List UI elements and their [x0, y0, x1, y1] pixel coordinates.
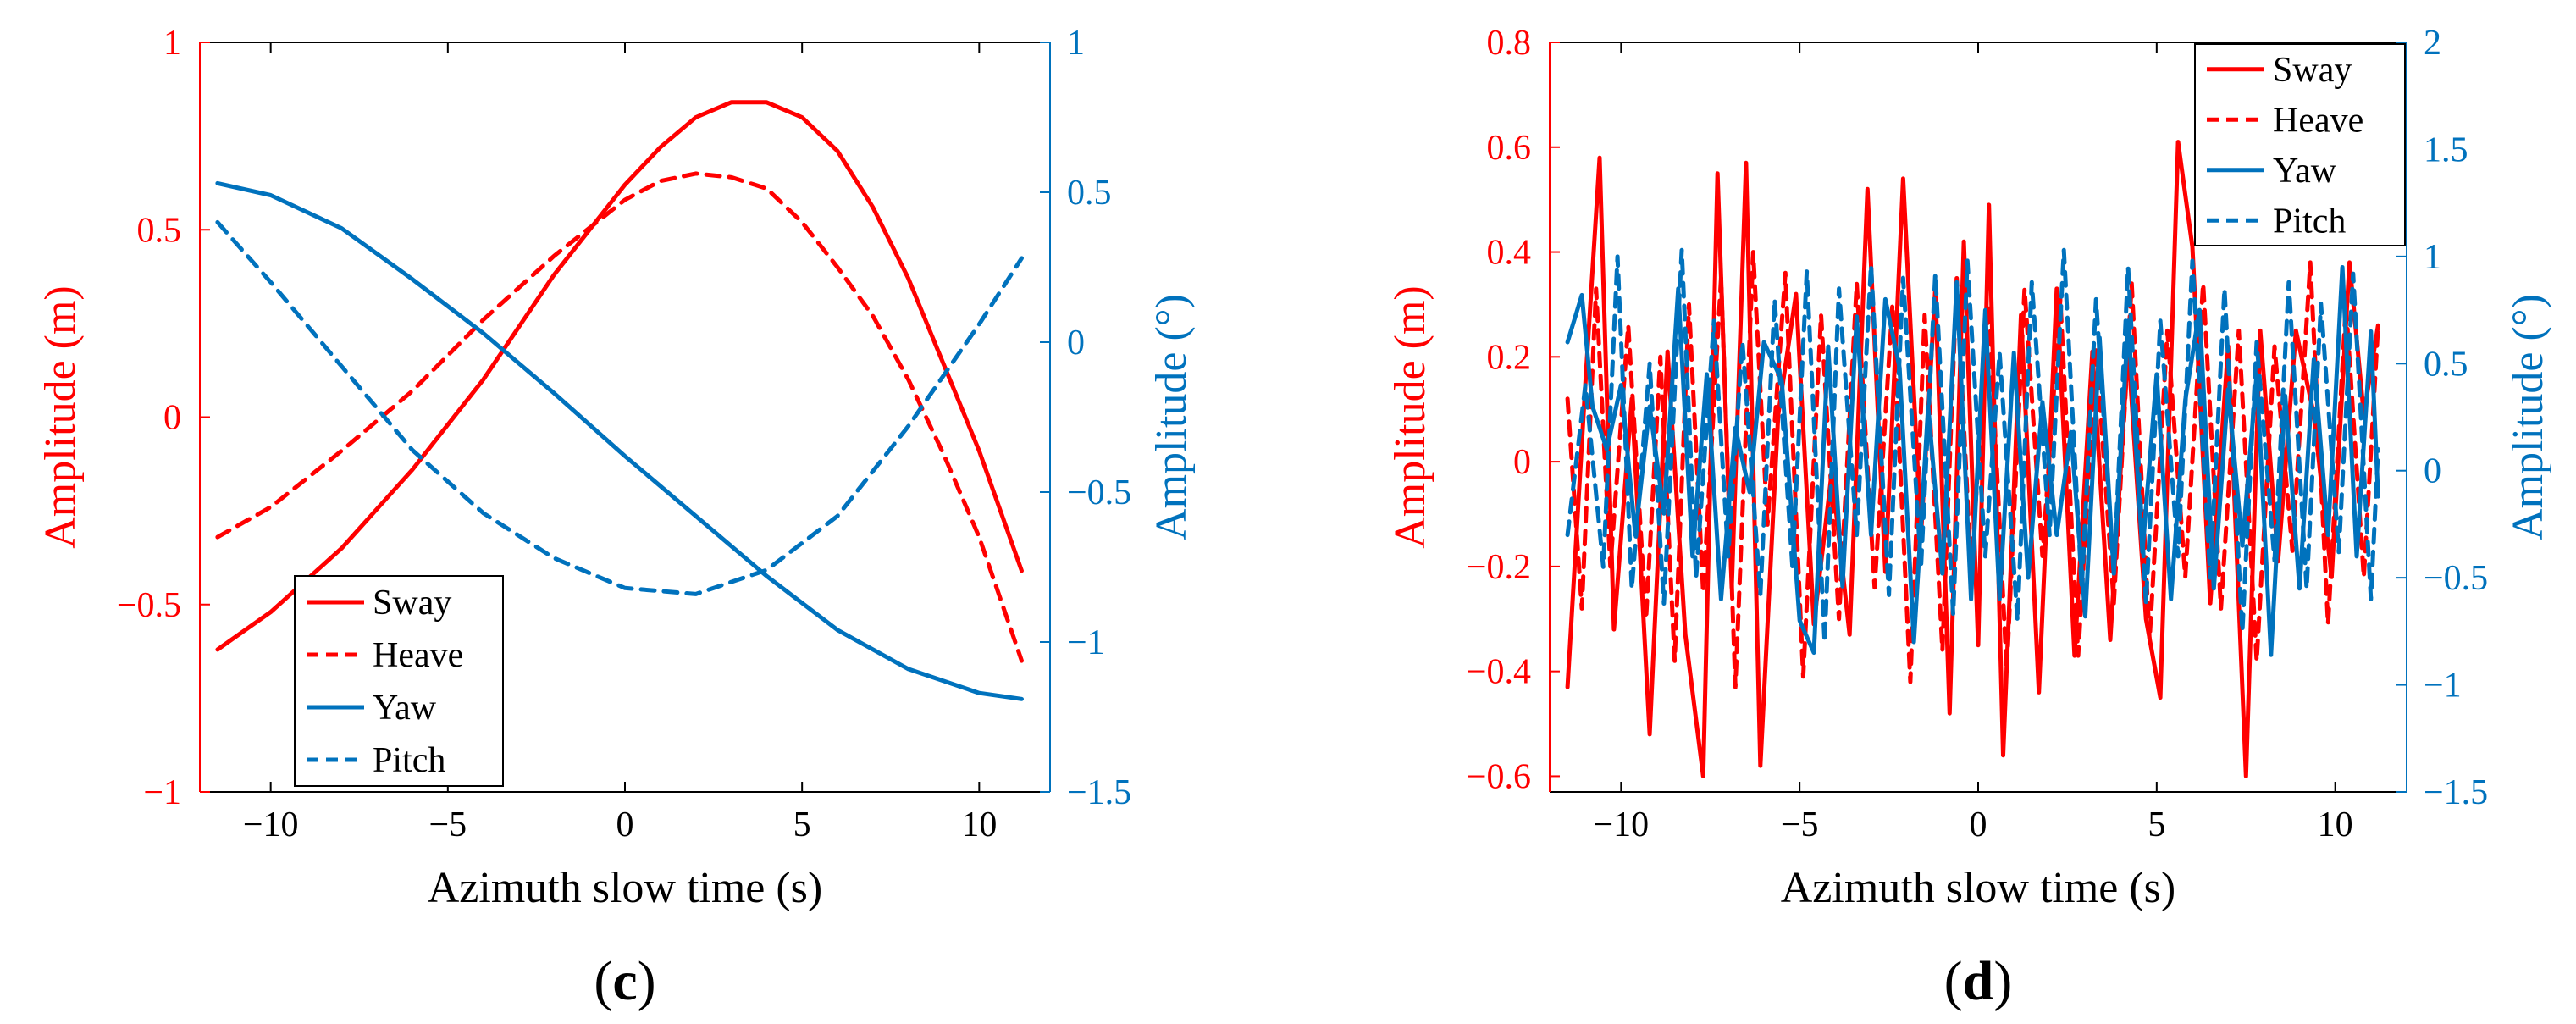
x-tick-label: −10	[243, 805, 299, 844]
y-left-tick-label: −1	[143, 773, 181, 812]
plot-area	[1565, 140, 2380, 778]
legend-label: Pitch	[373, 741, 445, 780]
panel-label-close: )	[638, 950, 656, 1012]
y-axis-left-label: Amplitude (m)	[1386, 285, 1434, 549]
chart-panel-d: −10 −5 0 5 10−0.6−0.4−0.200.20.40.60.8−1.5−1…	[1386, 24, 2552, 1012]
series-line-heave	[215, 171, 1024, 663]
legend-label: Yaw	[2273, 152, 2337, 191]
panel-label-open: (	[594, 950, 612, 1012]
series-line-yaw	[215, 180, 1024, 701]
y-right-tick-label: −1	[2424, 667, 2462, 706]
legend-label: Heave	[2273, 101, 2363, 140]
y-right-tick-label: −0.5	[2424, 559, 2488, 598]
x-tick-label: 5	[2148, 805, 2165, 844]
y-axis-left-label: Amplitude (m)	[36, 285, 85, 549]
y-right-tick-label: 0	[1067, 324, 1085, 363]
y-right-tick-label: −1.5	[2424, 773, 2488, 812]
y-left-tick-label: 0.8	[1487, 24, 1532, 63]
x-axis-label: Azimuth slow time (s)	[1781, 864, 2176, 912]
y-axis-right-label: Amplitude (°)	[2504, 294, 2552, 540]
x-tick-label: 5	[793, 805, 811, 844]
series-line-sway	[215, 100, 1024, 652]
y-right-tick-label: 0.5	[1067, 174, 1112, 213]
plot-area	[215, 100, 1024, 701]
legend-box	[294, 575, 504, 787]
x-tick-label: 0	[616, 805, 634, 844]
y-right-tick-label: −0.5	[1067, 473, 1131, 512]
y-right-tick-label: 0.5	[2424, 345, 2468, 384]
legend-label: Sway	[2273, 51, 2352, 90]
legend: Sway Heave Yaw Pitch	[294, 575, 504, 787]
series-line-sway	[1565, 140, 2380, 778]
panel-label-letter: c	[612, 950, 637, 1012]
y-right-tick-label: 2	[2424, 24, 2441, 63]
x-axis-label: Azimuth slow time (s)	[428, 864, 823, 912]
legend-label: Pitch	[2273, 202, 2346, 241]
series-line-heave	[1565, 250, 2380, 689]
x-tick-label: 10	[961, 805, 997, 844]
series-line-pitch	[215, 219, 1024, 596]
x-tick-label: 0	[1970, 805, 1987, 844]
y-left-tick-label: 0.4	[1487, 234, 1532, 273]
y-right-tick-label: 1	[1067, 24, 1085, 63]
y-right-tick-label: 1.5	[2424, 130, 2468, 169]
y-right-tick-label: −1	[1067, 623, 1105, 662]
x-tick-label: −5	[1781, 805, 1819, 844]
legend-label: Yaw	[373, 689, 437, 728]
x-tick-label: −5	[428, 805, 467, 844]
legend-label: Sway	[373, 584, 451, 623]
y-right-tick-label: 1	[2424, 238, 2441, 277]
series-line-pitch	[1565, 247, 2380, 645]
y-left-tick-label: 0.5	[137, 211, 182, 250]
legend-box	[2194, 43, 2406, 246]
y-left-tick-label: −0.6	[1467, 757, 1531, 796]
chart-panel-c: −10 −5 0 5 10 −1 −0.5 0 0.5 1 −1.5 −1 −0.5 0 0.5 1 Azimu…	[36, 24, 1196, 1012]
x-tick-label: −10	[1593, 805, 1649, 844]
y-axis-right-label: Amplitude (°)	[1147, 294, 1196, 540]
y-left-tick-label: −0.5	[117, 586, 181, 625]
panel-label-letter: d	[1963, 950, 1994, 1012]
y-right-tick-label: 0	[2424, 452, 2441, 491]
y-left-tick-label: −0.4	[1467, 653, 1531, 692]
panel-label-close: )	[1993, 950, 2012, 1012]
y-left-tick-label: 0	[163, 399, 181, 438]
legend: Sway Heave Yaw Pitch	[2194, 43, 2406, 246]
legend-label: Heave	[373, 636, 463, 675]
panel-label-open: (	[1944, 950, 1963, 1012]
y-left-tick-label: 0.6	[1487, 129, 1532, 168]
x-tick-label: 10	[2318, 805, 2353, 844]
y-right-tick-label: −1.5	[1067, 773, 1131, 812]
y-left-tick-label: 0	[1513, 443, 1531, 482]
panel-label: (c)	[594, 950, 655, 1012]
y-left-tick-label: 1	[163, 24, 181, 63]
y-left-tick-label: −0.2	[1467, 548, 1531, 587]
panel-label: (d)	[1944, 950, 2013, 1012]
y-left-tick-label: 0.2	[1487, 338, 1532, 377]
